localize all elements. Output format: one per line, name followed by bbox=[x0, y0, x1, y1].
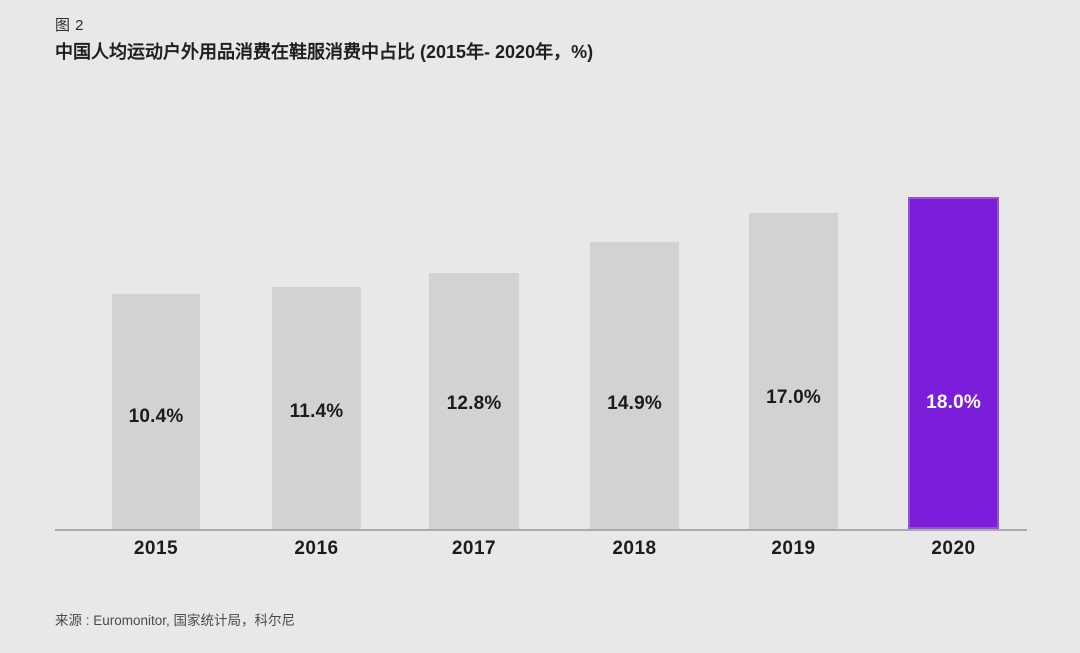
bar: 18.0% bbox=[908, 197, 999, 529]
figure-title: 中国人均运动户外用品消费在鞋服消费中占比 (2015年- 2020年，%) bbox=[55, 42, 594, 62]
bar-value-label: 12.8% bbox=[446, 393, 502, 414]
bar: 10.4% bbox=[112, 294, 200, 529]
x-axis-label: 2015 bbox=[133, 538, 179, 559]
bar: 14.9% bbox=[590, 242, 679, 529]
bar: 17.0% bbox=[749, 213, 838, 529]
x-axis-line bbox=[55, 529, 1027, 531]
x-axis-label: 2019 bbox=[771, 538, 816, 559]
figure-tag: 图 2 bbox=[55, 17, 85, 34]
source-note: 来源 : Euromonitor, 国家统计局，科尔尼 bbox=[55, 613, 296, 628]
bar-value-label: 14.9% bbox=[607, 393, 662, 414]
x-axis-label: 2018 bbox=[612, 538, 657, 559]
bar: 12.8% bbox=[429, 273, 519, 529]
x-axis-label: 2016 bbox=[294, 538, 339, 559]
bar-value-label: 17.0% bbox=[766, 387, 821, 408]
x-axis-label: 2020 bbox=[931, 538, 976, 559]
x-axis-label: 2017 bbox=[451, 538, 497, 559]
bar-value-label: 11.4% bbox=[289, 401, 344, 422]
bar: 11.4% bbox=[272, 287, 361, 529]
bar-value-label: 10.4% bbox=[128, 406, 184, 427]
bar-value-label: 18.0% bbox=[926, 392, 981, 413]
